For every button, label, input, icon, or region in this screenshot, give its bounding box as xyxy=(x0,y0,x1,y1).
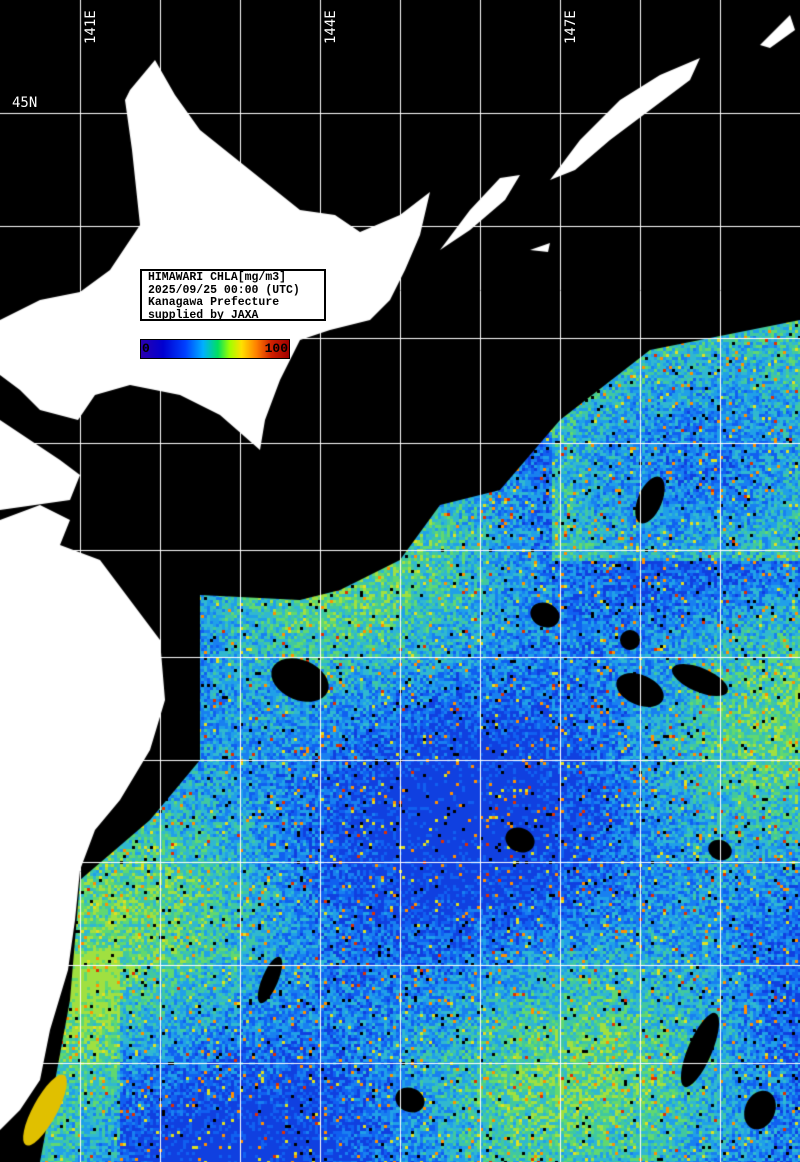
legend-supplier: supplied by JAXA xyxy=(148,308,259,322)
colorbar-min: 0 xyxy=(142,341,150,356)
lat-label-45n: 45N xyxy=(12,95,38,111)
lon-label-141e: 141E xyxy=(83,10,99,44)
legend-source: Kanagawa Prefecture xyxy=(148,296,280,309)
legend-datetime: 2025/09/25 00:00 (UTC) xyxy=(148,283,300,297)
colorbar: 0 100 xyxy=(140,339,290,359)
lon-label-147e: 147E xyxy=(563,10,579,44)
legend-box: HIMAWARI CHLA[mg/m3] 2025/09/25 00:00 (U… xyxy=(140,269,326,321)
colorbar-max: 100 xyxy=(264,341,288,356)
lon-label-144e: 144E xyxy=(323,10,339,44)
legend-title: HIMAWARI CHLA[mg/m3] xyxy=(148,271,287,284)
